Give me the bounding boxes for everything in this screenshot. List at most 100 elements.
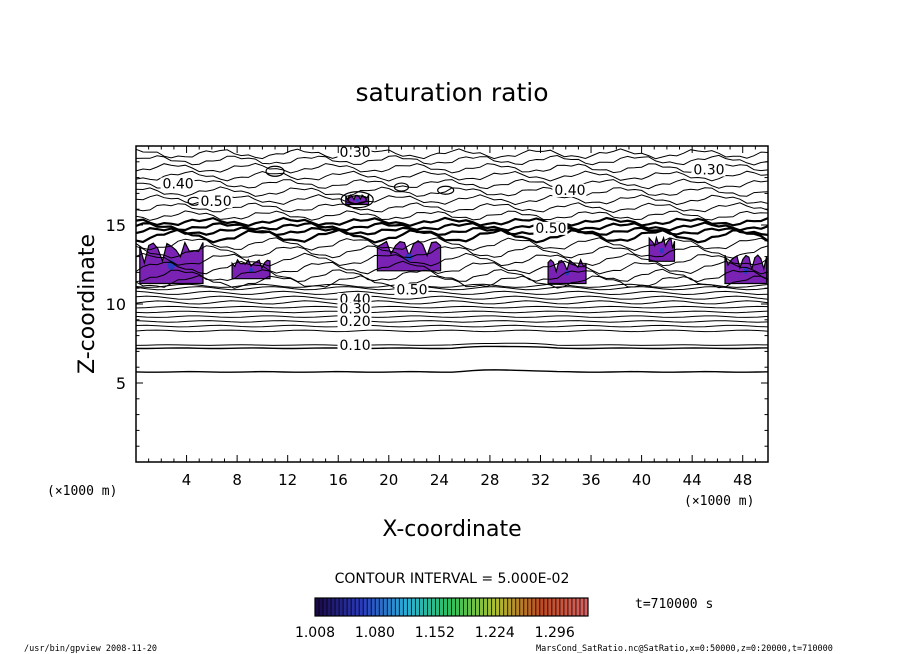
contour-label: 0.30 — [340, 145, 371, 161]
contour-labels: 0.300.300.40 0.400.500.500.400.300.200.10… — [160, 145, 726, 354]
y-axis-ticks: 5 10 15 — [106, 145, 768, 463]
contour-closed — [265, 165, 285, 177]
chart-title: saturation ratio — [355, 78, 548, 107]
contour-line — [135, 162, 769, 174]
y-axis-label: Z-coordinate — [75, 234, 100, 374]
colorbar-tick-label: 1.152 — [415, 625, 455, 641]
contour-line — [135, 226, 769, 237]
contour-label: 0.50 — [396, 283, 427, 299]
contour-line — [135, 202, 769, 214]
contour-label-bg — [691, 163, 726, 177]
contour-line — [135, 170, 769, 182]
colorbar-bin — [571, 598, 576, 616]
contour-label-bg — [533, 221, 568, 235]
supersaturated-core — [659, 247, 664, 254]
colorbar-bin — [583, 598, 588, 616]
contour-label: 0.20 — [340, 314, 371, 330]
x-tick-label: 16 — [329, 471, 348, 489]
colorbar-bin — [467, 598, 472, 616]
x-tick-label: 8 — [232, 471, 242, 489]
y-tick-label: 10 — [106, 295, 126, 314]
colorbar-bin — [483, 598, 488, 616]
colorbar-bin — [555, 598, 560, 616]
x-tick-label: 32 — [531, 471, 550, 489]
contour-line — [135, 369, 769, 373]
contour-line — [135, 315, 769, 318]
colorbar-bin — [363, 598, 368, 616]
colorbar-bin — [459, 598, 464, 616]
colorbar-bin — [531, 598, 536, 616]
x-axis-label: X-coordinate — [382, 517, 521, 542]
colorbar-bin — [511, 598, 516, 616]
colorbar-bin — [535, 598, 540, 616]
colorbar-bin — [327, 598, 332, 616]
x-tick-label: 20 — [379, 471, 398, 489]
colorbar-bin — [399, 598, 404, 616]
x-tick-label: 4 — [182, 471, 192, 489]
colorbar — [314, 597, 589, 617]
contour-line — [135, 237, 769, 252]
footer-right: MarsCond_SatRatio.nc@SatRatio,x=0:50000,… — [536, 644, 833, 654]
contour-label: 0.50 — [200, 194, 231, 210]
colorbar-bin — [315, 598, 320, 616]
colorbar-bin — [347, 598, 352, 616]
colorbar-bin — [359, 598, 364, 616]
contour-label-bg — [160, 177, 195, 191]
colorbar-bin — [323, 598, 328, 616]
contour-line — [135, 310, 769, 314]
contour-line — [135, 260, 769, 275]
colorbar-bin — [575, 598, 580, 616]
contour-line — [135, 324, 769, 328]
contour-line — [135, 221, 769, 232]
colorbar-bin — [479, 598, 484, 616]
y-tick-label: 15 — [106, 216, 126, 235]
colorbar-bin — [383, 598, 388, 616]
contour-label-bg — [337, 338, 372, 352]
colorbar-bin — [415, 598, 420, 616]
colorbar-bin — [515, 598, 520, 616]
colorbar-tick-label: 1.224 — [475, 625, 515, 641]
colorbar-bin — [403, 598, 408, 616]
colorbar-bin — [335, 598, 340, 616]
colorbar-bin — [339, 598, 344, 616]
contour-line — [135, 320, 769, 323]
colorbar-frame — [314, 597, 589, 617]
footer-left: /usr/bin/gpview 2008-11-20 — [24, 644, 157, 654]
contour-line — [135, 290, 769, 296]
contour-label: 0.30 — [340, 301, 371, 317]
x-tick-label: 48 — [733, 471, 752, 489]
colorbar-bin — [475, 598, 480, 616]
contour-line — [135, 252, 769, 267]
contour-label-bg — [394, 283, 429, 297]
supersaturated-core — [355, 198, 360, 202]
contour-label-bg — [198, 195, 233, 209]
colorbar-bin — [379, 598, 384, 616]
colorbar-bin — [423, 598, 428, 616]
colorbar-bin — [407, 598, 412, 616]
contour-line — [135, 194, 769, 206]
contour-label: 0.30 — [693, 162, 724, 178]
colorbar-bin — [455, 598, 460, 616]
colorbar-bin — [371, 598, 376, 616]
colorbar-bin — [551, 598, 556, 616]
contour-lines — [135, 148, 769, 373]
colorbar-bin — [319, 598, 324, 616]
contour-label-bg — [552, 183, 587, 197]
contour-closed — [347, 195, 367, 205]
x-tick-label: 12 — [278, 471, 297, 489]
plot-area: 0.300.300.40 0.400.500.500.400.300.200.10… — [106, 145, 769, 489]
contour-label: 0.40 — [554, 183, 585, 199]
contour-label: 0.40 — [163, 177, 194, 193]
contour-label-bg — [337, 146, 372, 160]
colorbar-tick-label: 1.080 — [355, 625, 395, 641]
colorbar-bin — [471, 598, 476, 616]
colorbar-bin — [563, 598, 568, 616]
y-tick-label: 5 — [116, 374, 126, 393]
contour-line — [135, 216, 769, 227]
colorbar-bin — [527, 598, 532, 616]
colorbar-bin — [503, 598, 508, 616]
colorbar-bin — [387, 598, 392, 616]
colorbar-bin — [411, 598, 416, 616]
supersaturated-core — [743, 267, 749, 275]
